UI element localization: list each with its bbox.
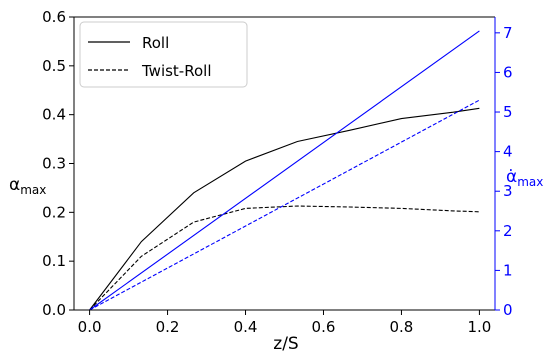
- x-tick-label: 0.2: [156, 318, 180, 336]
- y-right-axis-title: α̇max: [506, 167, 543, 189]
- x-axis-title: z/S: [273, 334, 298, 353]
- x-tick-label: 0.4: [234, 318, 258, 336]
- series-lines: [89, 30, 480, 311]
- y-right-tick-label: 6: [503, 63, 513, 81]
- legend-label-roll: Roll: [142, 34, 169, 52]
- series-line-3: [89, 99, 480, 311]
- x-tick-label: 1.0: [467, 318, 491, 336]
- y-left-tick-label: 0.2: [42, 203, 66, 221]
- y-left-tick-label: 0.3: [42, 155, 66, 173]
- x-tick-label: 0.0: [78, 318, 102, 336]
- legend: Roll Twist-Roll: [79, 21, 248, 88]
- y-left-axis-title: αmax: [9, 175, 46, 197]
- y-right-tick-label: 1: [503, 261, 513, 279]
- series-line-1: [89, 205, 480, 311]
- x-axis-ticks: 0.0 0.2 0.4 0.6 0.8 1.0: [78, 310, 491, 336]
- legend-label-twist-roll: Twist-Roll: [141, 62, 212, 80]
- y-left-axis-title-base: α: [9, 175, 20, 195]
- y-left-tick-label: 0.5: [42, 57, 66, 75]
- y-right-tick-label: 7: [503, 24, 513, 42]
- y-left-tick-label: 0.0: [42, 301, 66, 319]
- y-right-tick-label: 3: [503, 182, 513, 200]
- y-right-tick-label: 2: [503, 222, 513, 240]
- legend-box: [79, 21, 248, 88]
- y-left-tick-label: 0.6: [42, 8, 66, 26]
- y-left-axis-ticks: 0.0 0.1 0.2 0.3 0.4 0.5 0.6: [42, 8, 74, 319]
- y-left-tick-label: 0.1: [42, 252, 66, 270]
- y-right-tick-label: 5: [503, 103, 513, 121]
- y-right-axis-title-base: α̇: [506, 167, 517, 187]
- y-left-axis-title-sub: max: [20, 183, 46, 197]
- y-right-axis-ticks: 0 1 2 3 4 5 6 7: [495, 24, 513, 319]
- y-left-tick-label: 0.4: [42, 106, 66, 124]
- series-line-2: [89, 30, 480, 311]
- y-right-axis-title-sub: max: [517, 175, 543, 189]
- y-right-tick-label: 0: [503, 301, 513, 319]
- series-line-0: [89, 107, 480, 311]
- x-tick-label: 0.6: [312, 318, 336, 336]
- y-right-tick-label: 4: [503, 143, 513, 161]
- x-tick-label: 0.8: [390, 318, 414, 336]
